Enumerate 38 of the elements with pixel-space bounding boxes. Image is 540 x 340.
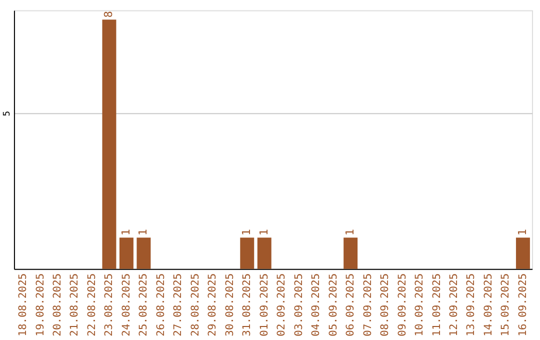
x-tick-label: 03.09.2025 xyxy=(292,273,305,336)
x-tick-label: 12.09.2025 xyxy=(448,273,460,336)
x-tick-label: 24.08.2025 xyxy=(120,273,132,336)
x-tick-label: 07.09.2025 xyxy=(362,273,374,336)
x-tick-label: 25.08.2025 xyxy=(138,273,150,336)
x-tick-label: 04.09.2025 xyxy=(310,273,322,336)
y-tick-label: 5 xyxy=(2,110,12,116)
x-tick-label: 28.08.2025 xyxy=(189,273,202,336)
x-tick-label: 22.08.2025 xyxy=(86,273,98,336)
x-tick-label: 10.09.2025 xyxy=(414,273,426,336)
x-tick-label: 01.09.2025 xyxy=(258,273,270,336)
x-tick-label: 06.09.2025 xyxy=(344,273,357,336)
x-tick-label: 05.09.2025 xyxy=(327,273,340,336)
x-tick-label: 30.08.2025 xyxy=(224,273,236,336)
data-label: 1 xyxy=(344,229,357,236)
x-tick-label: 19.08.2025 xyxy=(34,273,46,336)
x-tick-label: 02.09.2025 xyxy=(276,273,288,336)
x-tick-label: 13.09.2025 xyxy=(465,273,478,336)
x-tick-label: 09.09.2025 xyxy=(396,273,408,336)
x-tick-label: 08.09.2025 xyxy=(379,273,392,336)
x-tick-label: 18.08.2025 xyxy=(17,273,30,336)
x-tick-label: 23.08.2025 xyxy=(103,273,116,336)
x-tick-label: 31.08.2025 xyxy=(241,273,254,336)
x-tick-label: 20.08.2025 xyxy=(52,273,64,336)
data-label: 1 xyxy=(136,229,150,236)
x-tick-label: 16.09.2025 xyxy=(516,273,529,336)
data-label: 8 xyxy=(102,11,116,18)
x-tick-label: 21.08.2025 xyxy=(68,273,81,336)
x-tick-label: 29.08.2025 xyxy=(206,273,219,336)
x-tick-label: 26.08.2025 xyxy=(154,273,167,336)
data-label: 1 xyxy=(119,229,132,236)
data-label: 1 xyxy=(240,229,254,236)
x-tick-label: 15.09.2025 xyxy=(500,273,512,336)
x-tick-label: 27.08.2025 xyxy=(172,273,184,336)
data-label: 1 xyxy=(516,229,529,236)
x-tick-label: 14.09.2025 xyxy=(482,273,494,336)
data-label: 1 xyxy=(257,229,270,236)
x-tick-label: 11.09.2025 xyxy=(430,273,443,336)
